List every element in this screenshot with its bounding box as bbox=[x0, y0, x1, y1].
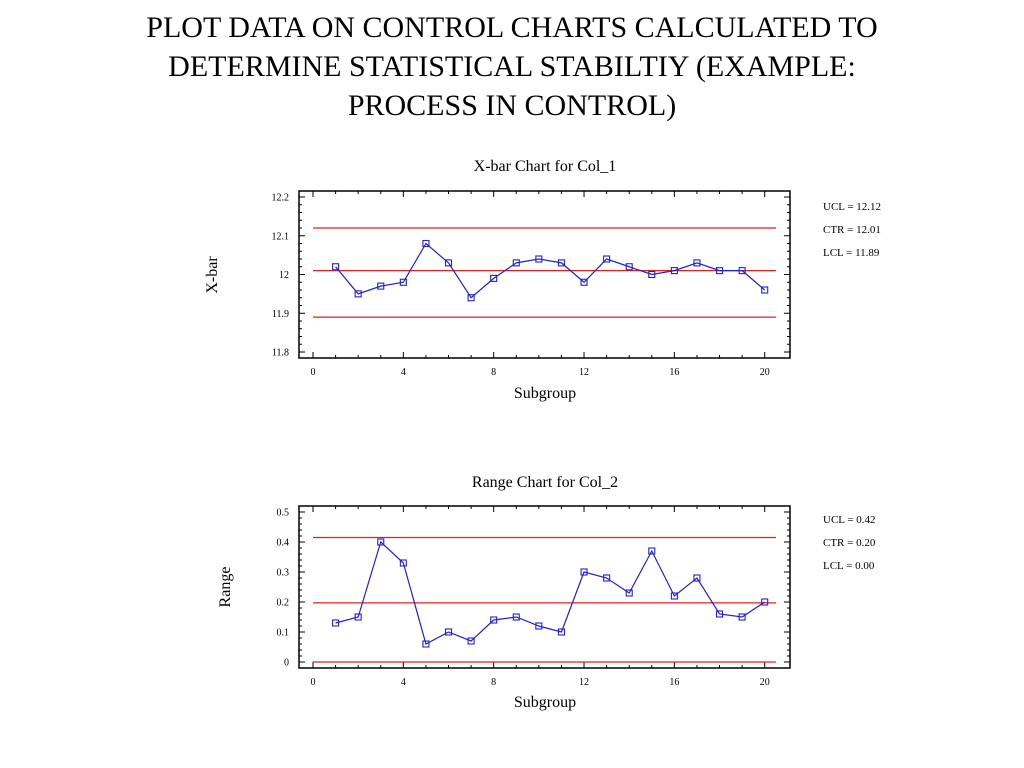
xbar-plot-frame bbox=[298, 190, 791, 359]
range-data-point bbox=[738, 613, 746, 621]
xbar-y-tick-label: 12.2 bbox=[272, 193, 290, 204]
xbar-y-tick-label: 11.9 bbox=[272, 309, 289, 320]
xbar-x-tick-label: 0 bbox=[311, 367, 316, 378]
xbar-y-tick-label: 12 bbox=[279, 270, 289, 281]
slide-title: PLOT DATA ON CONTROL CHARTS CALCULATED T… bbox=[40, 8, 984, 125]
range-x-tick-label: 4 bbox=[401, 677, 406, 688]
range-data-point bbox=[715, 610, 724, 618]
xbar-series-line bbox=[335, 242, 766, 299]
xbar-lcl-label: LCL = 11.89 bbox=[823, 247, 880, 259]
range-data-point bbox=[761, 598, 769, 606]
xbar-y-tick-label: 12.1 bbox=[272, 231, 290, 242]
range-data-point bbox=[625, 589, 633, 597]
slide-title-line-3: PROCESS IN CONTROL) bbox=[347, 89, 677, 122]
range-y-tick-label: 0.1 bbox=[277, 628, 290, 639]
xbar-x-tick-label: 20 bbox=[760, 367, 770, 378]
xbar-data-point bbox=[738, 267, 746, 275]
range-data-point bbox=[332, 619, 340, 627]
range-x-tick-label: 12 bbox=[579, 677, 589, 688]
xbar-data-point bbox=[354, 290, 362, 298]
range-y-tick-label: 0 bbox=[284, 658, 289, 669]
xbar-data-point bbox=[603, 255, 611, 263]
range-data-point bbox=[535, 622, 543, 630]
range-x-axis-label: Subgroup bbox=[513, 694, 577, 711]
range-data-point bbox=[648, 547, 656, 555]
xbar-x-tick-label: 4 bbox=[401, 367, 406, 378]
xbar-x-tick-label: 16 bbox=[669, 367, 679, 378]
slide-title-line-1: PLOT DATA ON CONTROL CHARTS CALCULATED T… bbox=[146, 11, 878, 44]
range-data-point bbox=[399, 559, 407, 567]
range-data-point bbox=[444, 628, 453, 636]
range-data-point bbox=[354, 613, 362, 621]
xbar-x-tick-label: 8 bbox=[491, 367, 496, 378]
range-data-point bbox=[603, 574, 611, 582]
xbar-y-tick-label: 11.8 bbox=[272, 348, 289, 359]
range-series-line bbox=[335, 540, 766, 645]
xbar-data-point bbox=[422, 239, 430, 248]
range-ucl-label: UCL = 0.42 bbox=[823, 514, 876, 526]
range-y-tick-label: 0.2 bbox=[277, 598, 290, 609]
range-data-point bbox=[467, 637, 475, 645]
xbar-data-point bbox=[580, 278, 588, 286]
range-data-point bbox=[670, 592, 678, 600]
xbar-data-point bbox=[512, 259, 520, 267]
xbar-ctr-label: CTR = 12.01 bbox=[823, 224, 881, 236]
slide-title-line-2: DETERMINE STATISTICAL STABILTIY (EXAMPLE… bbox=[168, 50, 856, 83]
xbar-data-point bbox=[377, 282, 385, 290]
xbar-ucl-label: UCL = 12.12 bbox=[823, 201, 882, 213]
range-x-tick-label: 0 bbox=[311, 677, 316, 688]
range-plot-frame bbox=[298, 505, 791, 669]
xbar-data-point bbox=[715, 267, 724, 275]
range-x-tick-label: 20 bbox=[760, 677, 770, 688]
xbar-data-point bbox=[444, 259, 453, 267]
range-data-point bbox=[512, 613, 520, 621]
xbar-data-point bbox=[693, 259, 701, 267]
xbar-data-point bbox=[625, 263, 633, 271]
range-x-tick-label: 16 bbox=[669, 677, 679, 688]
xbar-data-point bbox=[670, 267, 678, 275]
xbar-data-point bbox=[535, 255, 543, 263]
range-lcl-label: LCL = 0.00 bbox=[823, 560, 875, 572]
xbar-data-point bbox=[399, 278, 407, 286]
range-data-point bbox=[422, 640, 430, 648]
xbar-chart-title: X-bar Chart for Col_1 bbox=[473, 158, 617, 175]
range-data-point bbox=[580, 568, 588, 576]
range-data-point bbox=[557, 628, 565, 636]
range-x-tick-label: 8 bbox=[491, 677, 496, 688]
xbar-data-point bbox=[490, 274, 498, 282]
xbar-data-point bbox=[467, 294, 475, 302]
xbar-data-point bbox=[761, 286, 769, 294]
range-data-point bbox=[377, 538, 385, 546]
xbar-x-axis-label: Subgroup bbox=[513, 385, 577, 402]
range-y-tick-label: 0.3 bbox=[277, 568, 290, 579]
xbar-data-point bbox=[557, 259, 565, 267]
xbar-data-point bbox=[648, 270, 656, 279]
range-y-tick-label: 0.4 bbox=[277, 538, 290, 549]
range-y-tick-label: 0.5 bbox=[277, 508, 290, 519]
range-data-point bbox=[693, 574, 701, 582]
range-chart-title: Range Chart for Col_2 bbox=[471, 474, 619, 491]
range-data-point bbox=[490, 616, 498, 624]
range-ctr-label: CTR = 0.20 bbox=[823, 537, 876, 549]
xbar-x-tick-label: 12 bbox=[579, 367, 589, 378]
xbar-data-point bbox=[332, 263, 340, 271]
